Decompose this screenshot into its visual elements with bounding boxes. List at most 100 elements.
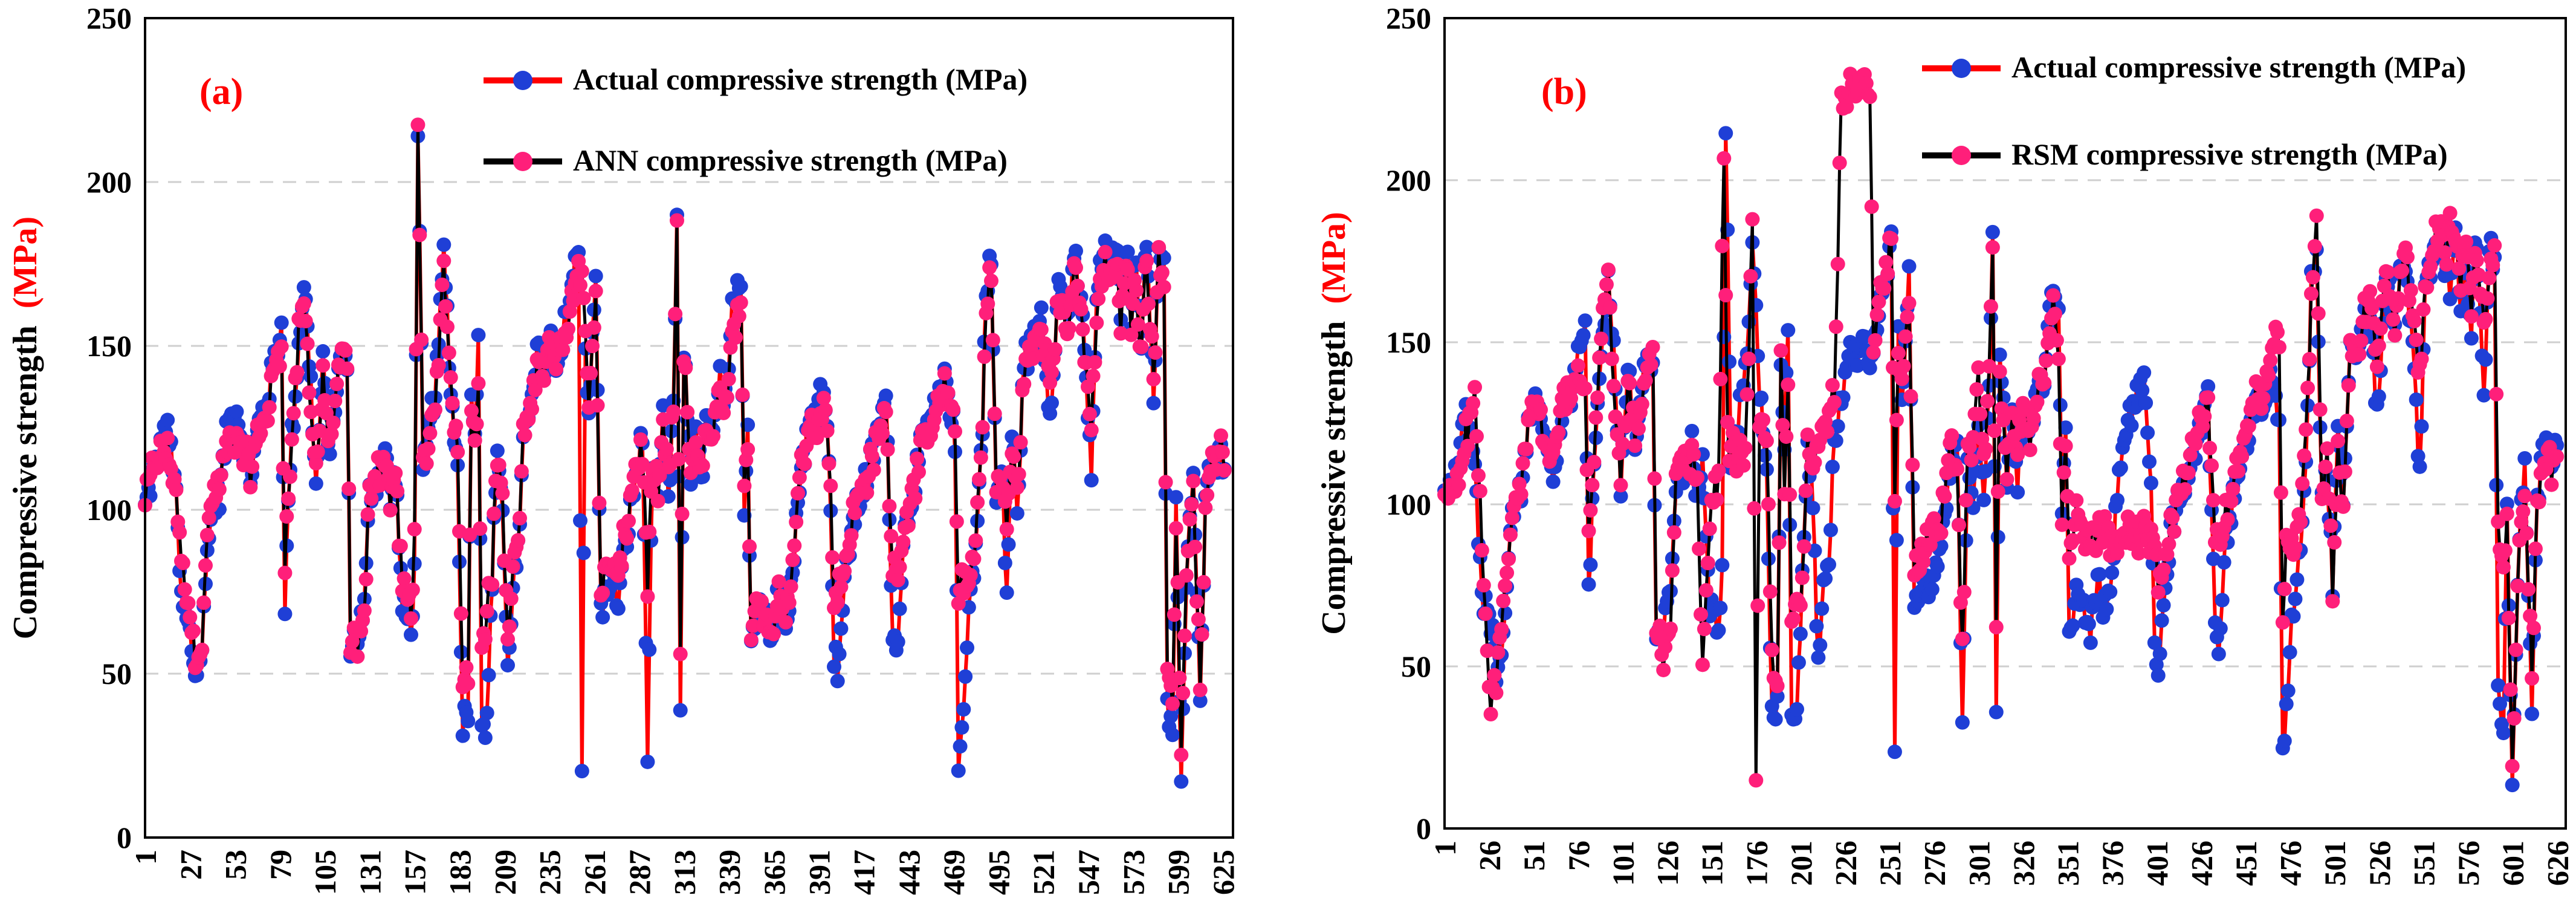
legend-swatch-marker (513, 152, 532, 171)
predicted-point (1800, 427, 1815, 442)
predicted-point (1864, 199, 1879, 214)
actual-point (303, 369, 319, 384)
y-axis-label: Compressive strength (MPa) (7, 216, 44, 639)
x-tick-label: 573 (1116, 850, 1150, 895)
predicted-point (892, 559, 907, 574)
y-tick-label: 150 (1386, 325, 1431, 359)
predicted-point (1613, 478, 1628, 493)
predicted-point (2206, 493, 2221, 508)
predicted-point (1779, 429, 1794, 444)
predicted-point (2369, 359, 2384, 374)
predicted-point (2183, 447, 2198, 463)
actual-point (673, 703, 688, 718)
actual-point (1581, 577, 1596, 592)
predicted-point (949, 514, 964, 529)
predicted-point (1950, 461, 1964, 477)
legend-entry-rsm: RSM compressive strength (MPa) (1922, 137, 2448, 171)
predicted-point (302, 385, 317, 400)
predicted-point (688, 435, 704, 450)
actual-point (436, 237, 451, 252)
predicted-point (2331, 434, 2346, 449)
predicted-point (975, 420, 990, 435)
actual-point (1044, 395, 1059, 411)
predicted-point (1006, 449, 1021, 464)
predicted-point (706, 429, 720, 444)
predicted-point (2309, 208, 2324, 223)
predicted-point (1034, 322, 1049, 337)
actual-point (1084, 473, 1099, 488)
predicted-point (1487, 668, 1502, 683)
predicted-point (1759, 433, 1774, 448)
predicted-point (1129, 283, 1144, 298)
predicted-point (1793, 598, 1808, 613)
predicted-point (792, 470, 807, 485)
actual-point (892, 601, 907, 616)
predicted-point (2521, 582, 2536, 597)
actual-point (1722, 354, 1737, 369)
predicted-point (1889, 412, 1904, 428)
predicted-point (1743, 268, 1758, 284)
predicted-point (487, 506, 502, 521)
predicted-point (818, 402, 833, 417)
predicted-point (785, 552, 800, 567)
y-tick-label: 50 (1401, 649, 1431, 683)
predicted-point (1070, 278, 1085, 293)
predicted-point (383, 503, 398, 518)
predicted-point (1483, 706, 1498, 721)
actual-point (2140, 425, 2155, 440)
legend-label: RSM compressive strength (MPa) (2011, 137, 2448, 171)
predicted-point (1587, 455, 1602, 470)
predicted-point (1764, 642, 1779, 657)
predicted-point (640, 589, 655, 604)
predicted-point (2451, 261, 2467, 276)
predicted-point (875, 426, 890, 441)
predicted-point (1937, 489, 1952, 504)
actual-point (404, 627, 418, 642)
predicted-point (671, 452, 686, 467)
predicted-point (1581, 524, 1596, 539)
predicted-point (2544, 477, 2559, 492)
predicted-point (354, 623, 369, 639)
actual-point (2505, 778, 2520, 793)
x-tick-label: 1 (129, 850, 163, 865)
predicted-point (823, 478, 838, 493)
actual-point (1924, 582, 1940, 597)
predicted-point (284, 432, 299, 447)
predicted-point (2519, 525, 2534, 541)
x-tick-label: 547 (1072, 850, 1105, 895)
predicted-point (859, 485, 875, 500)
predicted-point (2039, 353, 2054, 368)
predicted-point (621, 513, 636, 529)
predicted-point (1451, 478, 1466, 493)
predicted-point (1600, 262, 1616, 278)
predicted-point (1551, 425, 1566, 440)
actual-point (2143, 475, 2158, 490)
predicted-point (436, 253, 451, 268)
predicted-point (733, 295, 748, 310)
predicted-point (471, 376, 486, 391)
actual-point (830, 674, 845, 689)
predicted-point (2302, 352, 2317, 367)
predicted-point (2380, 264, 2395, 279)
actual-point (316, 344, 331, 359)
actual-point (2081, 616, 2096, 631)
predicted-point (1709, 492, 1724, 507)
actual-point (2216, 555, 2231, 570)
actual-point (1862, 360, 1877, 376)
y-tick-label: 0 (117, 821, 132, 854)
actual-point (1684, 423, 1700, 438)
predicted-point (2010, 447, 2025, 463)
actual-point (573, 513, 587, 528)
actual-point (2058, 420, 2073, 435)
legend: Actual compressive strength (MPa) RSM co… (1922, 50, 2466, 171)
rsm-series (1437, 67, 2565, 788)
predicted-point (2318, 460, 2333, 475)
predicted-point (1091, 291, 1106, 307)
predicted-point (1894, 371, 1909, 386)
x-tick-label: 51 (1517, 841, 1551, 871)
predicted-point (459, 660, 474, 675)
predicted-point (2312, 402, 2328, 417)
predicted-point (797, 456, 812, 471)
predicted-point (2303, 286, 2319, 301)
